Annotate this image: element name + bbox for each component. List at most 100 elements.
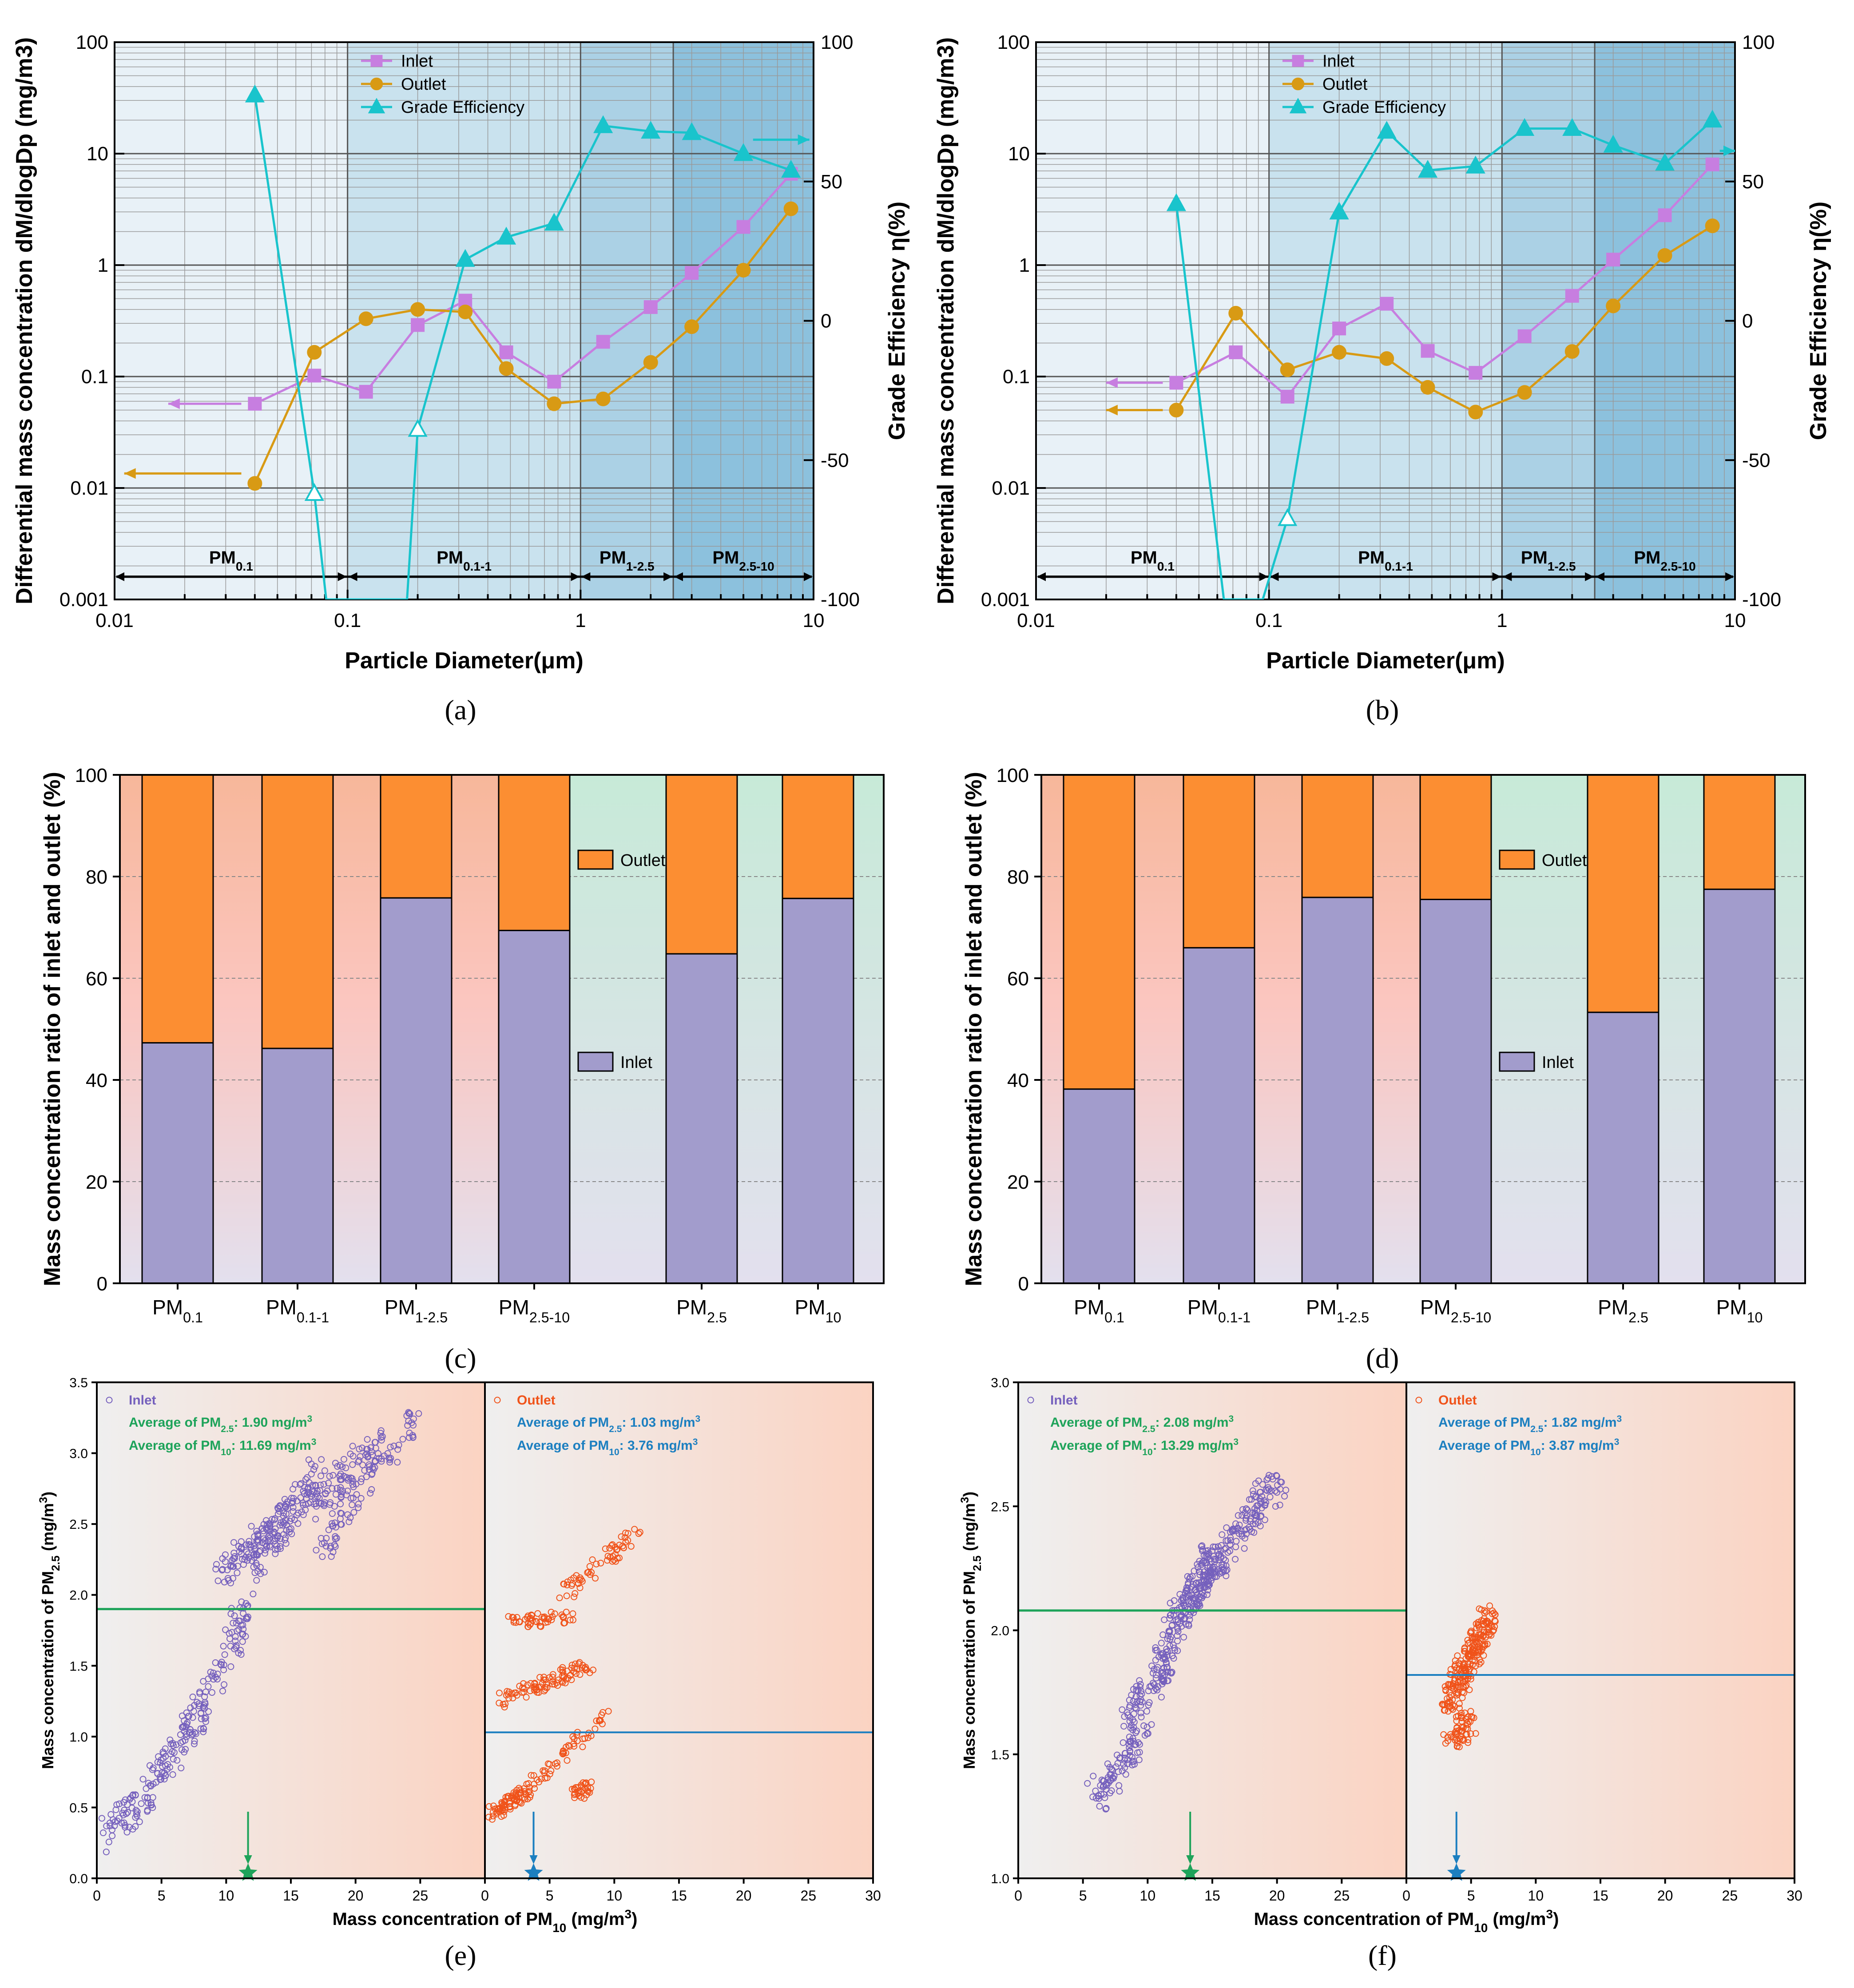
- x-tick-label: 25: [413, 1888, 429, 1904]
- scatter-point: [257, 1570, 264, 1577]
- y-tick-label: 0.001: [981, 589, 1030, 611]
- scatter-point: [99, 1829, 107, 1837]
- arrow-head: [1186, 1855, 1195, 1864]
- scatter-point: [327, 1543, 334, 1550]
- scatter-point: [361, 1467, 368, 1474]
- scatter-point: [572, 1660, 579, 1667]
- legend-label: Grade Efficiency: [401, 98, 524, 117]
- scatter-point: [531, 1679, 538, 1686]
- scatter-point: [1181, 1615, 1188, 1622]
- scatter-point: [1464, 1713, 1471, 1720]
- scatter-point: [280, 1512, 287, 1520]
- scatter-point: [528, 1772, 535, 1779]
- scatter-point: [1153, 1666, 1160, 1673]
- outlet-points: [485, 1526, 643, 1823]
- data-point: [547, 396, 562, 411]
- data-point: [733, 143, 754, 161]
- panel-a: PM0.1 PM0.1-1 PM1-2.5 PM2.5-100.01 0.1 1 100.0…: [12, 32, 910, 674]
- scatter-point: [276, 1522, 283, 1529]
- scatter-point: [1154, 1686, 1161, 1694]
- scatter-point: [232, 1637, 239, 1644]
- scatter-point: [1204, 1562, 1211, 1569]
- scatter-point: [103, 1849, 110, 1856]
- scatter-point: [489, 1813, 496, 1820]
- data-point: [1465, 155, 1485, 174]
- scatter-point: [230, 1619, 237, 1627]
- scatter-point: [1203, 1550, 1211, 1557]
- scatter-point: [1456, 1743, 1463, 1750]
- scatter-point: [222, 1558, 229, 1565]
- scatter-point: [1467, 1675, 1474, 1682]
- y-tick-label: 40: [86, 1070, 107, 1091]
- data-point: [358, 311, 373, 326]
- scatter-point: [1250, 1520, 1257, 1528]
- scatter-point: [338, 1491, 345, 1498]
- scatter-point: [254, 1552, 261, 1559]
- scatter-point: [510, 1617, 517, 1624]
- outlet-panel-background: [485, 1382, 873, 1878]
- scatter-point: [113, 1801, 120, 1808]
- scatter-point: [1441, 1702, 1448, 1709]
- scatter-point: [586, 1563, 593, 1570]
- y-tick-label: 1: [1019, 254, 1030, 276]
- scatter-point: [252, 1544, 259, 1552]
- scatter-point: [1132, 1741, 1139, 1748]
- scatter-point: [369, 1470, 376, 1477]
- scatter-point: [1187, 1598, 1194, 1605]
- scatter-point: [387, 1455, 394, 1462]
- scatter-point: [582, 1779, 589, 1786]
- y-tick-label: 2.5: [69, 1517, 88, 1532]
- scatter-point: [1223, 1537, 1230, 1544]
- scatter-point: [549, 1681, 556, 1688]
- scatter-point: [138, 1800, 145, 1807]
- inlet-points: [1084, 1472, 1290, 1813]
- outlet-panel-background: [1406, 1382, 1794, 1878]
- scatter-point: [200, 1728, 207, 1735]
- scatter-point: [159, 1769, 166, 1776]
- scatter-point: [569, 1610, 576, 1617]
- arrow-head: [529, 1855, 538, 1864]
- scatter-point: [1180, 1599, 1187, 1607]
- scatter-point: [162, 1762, 169, 1769]
- scatter-point: [1104, 1776, 1111, 1783]
- inlet-panel-background: [1018, 1382, 1406, 1878]
- scatter-point: [1210, 1543, 1217, 1550]
- scatter-point: [571, 1593, 578, 1600]
- scatter-point: [146, 1762, 153, 1769]
- category-label: PM2.5: [676, 1296, 727, 1325]
- band-label-3: PM2.5-10: [1634, 548, 1695, 573]
- x-tick-label: 10: [1140, 1888, 1156, 1904]
- scatter-point: [284, 1498, 291, 1505]
- x-tick-label: 10: [803, 610, 825, 631]
- scatter-point: [1253, 1512, 1260, 1520]
- scatter-point: [120, 1799, 127, 1806]
- scatter-point: [259, 1525, 266, 1532]
- scatter-point: [118, 1820, 125, 1827]
- scatter-point: [1199, 1558, 1207, 1565]
- y-tick-label: 1: [98, 254, 108, 276]
- y2-tick-label: 50: [1742, 171, 1764, 193]
- scatter-point: [609, 1558, 616, 1565]
- y-tick-label: 100: [75, 765, 107, 786]
- scatter-point: [571, 1743, 578, 1750]
- bar-inlet-PM2.5-10: [1419, 899, 1492, 1284]
- caption-a: (a): [445, 694, 476, 726]
- scatter-point: [589, 1556, 596, 1563]
- size-band-0: [1036, 42, 1269, 599]
- scatter-point: [1126, 1697, 1133, 1704]
- scatter-point: [169, 1771, 176, 1778]
- scatter-point: [322, 1490, 329, 1497]
- scatter-point: [523, 1694, 530, 1701]
- scatter-point: [1264, 1475, 1271, 1482]
- scatter-point: [1136, 1677, 1143, 1684]
- scatter-point: [1185, 1579, 1192, 1587]
- scatter-point: [220, 1643, 227, 1650]
- scatter-point: [308, 1470, 315, 1477]
- scatter-point: [1262, 1486, 1270, 1493]
- scatter-point: [350, 1509, 357, 1516]
- inlet-average-text: Average of PM2.5: 1.90 mg/m3: [129, 1414, 312, 1434]
- scatter-point: [1134, 1698, 1141, 1705]
- scatter-point: [312, 1481, 319, 1488]
- scatter-point: [1265, 1486, 1272, 1493]
- y-tick-label: 40: [1007, 1070, 1029, 1091]
